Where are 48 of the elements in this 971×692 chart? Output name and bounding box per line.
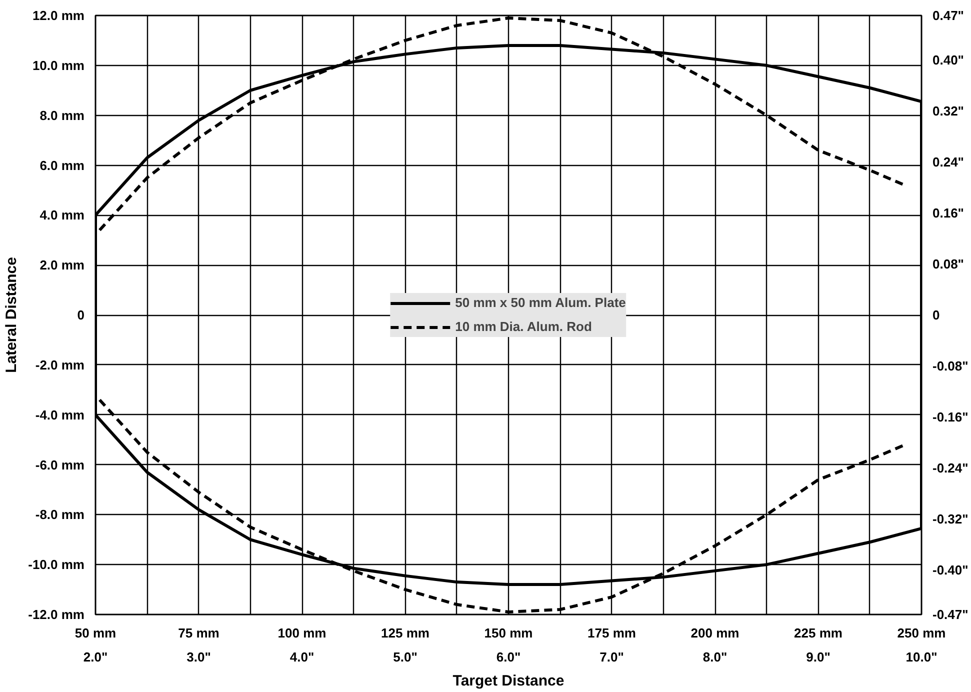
legend-label: 50 mm x 50 mm Alum. Plate	[455, 295, 626, 310]
y2-tick-label: -0.16"	[932, 409, 968, 424]
y-tick-label: 0	[77, 308, 85, 322]
x2-tick-label: 9.0"	[806, 650, 830, 664]
y2-tick-label: -0.47"	[932, 607, 968, 622]
x-tick-label: 175 mm	[588, 626, 636, 640]
x-tick-label: 50 mm	[74, 626, 116, 640]
x-tick-label: 150 mm	[484, 626, 533, 640]
x2-tick-label: 5.0"	[393, 650, 418, 664]
y-tick-label: 6.0 mm	[40, 158, 85, 173]
y-tick-label: 4.0 mm	[40, 208, 85, 223]
x-tick-label: 125 mm	[381, 626, 430, 640]
legend-label: 10 mm Dia. Alum. Rod	[455, 319, 592, 334]
x-tick-label: 75 mm	[178, 626, 220, 640]
y-tick-label: -6.0 mm	[35, 457, 85, 472]
y2-tick-label: -0.32"	[932, 511, 968, 526]
x2-tick-label: 10.0"	[906, 650, 938, 664]
x-axis-title: Target Distance	[452, 672, 564, 690]
x-tick-label: 250 mm	[897, 626, 946, 640]
y2-tick-label: 0.08"	[932, 256, 964, 272]
y2-tick-label: -0.40"	[932, 562, 968, 578]
y-tick-label: -8.0 mm	[35, 507, 85, 522]
y2-tick-label: 0.32"	[932, 104, 964, 119]
y2-tick-label: 0.47"	[932, 8, 964, 23]
y-tick-label: -4.0 mm	[35, 407, 85, 422]
y-tick-label: -12.0 mm	[28, 607, 85, 622]
x2-tick-label: 4.0"	[290, 650, 314, 664]
x-tick-label: 225 mm	[794, 626, 842, 640]
y-tick-label: -2.0 mm	[35, 357, 85, 372]
y2-tick-label: 0	[932, 308, 940, 322]
x2-tick-label: 8.0"	[702, 650, 728, 664]
y2-tick-label: -0.08"	[932, 358, 968, 374]
y2-tick-label: 0.40"	[932, 52, 964, 68]
y-tick-label: 2.0 mm	[40, 258, 85, 273]
y2-tick-label: 0.16"	[932, 206, 964, 221]
x2-tick-label: 2.0"	[83, 650, 108, 664]
x-tick-label: 100 mm	[278, 626, 326, 640]
y2-tick-label: 0.24"	[932, 154, 964, 170]
x2-tick-label: 7.0"	[600, 650, 624, 664]
y-tick-label: 8.0 mm	[40, 108, 85, 123]
x-tick-label: 200 mm	[690, 626, 740, 640]
x2-tick-label: 6.0"	[496, 650, 521, 664]
y2-tick-label: -0.24"	[932, 460, 968, 476]
y-tick-label: -10.0 mm	[28, 557, 85, 572]
y-axis-title: Lateral Distance	[3, 257, 20, 373]
x2-tick-label: 3.0"	[186, 650, 211, 664]
y-tick-label: 12.0 mm	[32, 8, 85, 23]
y-tick-label: 10.0 mm	[32, 58, 85, 73]
